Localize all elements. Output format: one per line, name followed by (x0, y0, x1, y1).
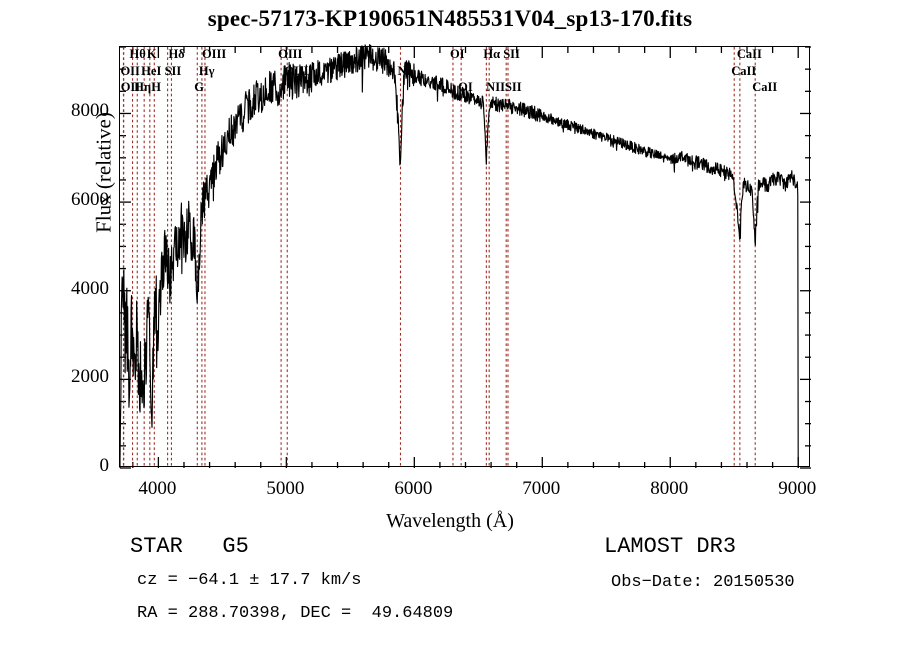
y-tick-label: 0 (99, 455, 110, 476)
x-tick-label: 4000 (138, 478, 177, 499)
spectral-line-label: G (194, 80, 205, 94)
spectral-line-label: Hγ (198, 64, 215, 78)
spectral-line-label: NII (486, 80, 505, 94)
spectral-line-label: OIII (284, 64, 309, 78)
spectral-line-label: Hθ (129, 47, 146, 61)
spectral-line-label: HeI (141, 64, 162, 78)
spectral-line-label: Hα (483, 47, 501, 61)
spectral-line-label: SII (503, 47, 520, 61)
spectral-line-label: SII (164, 64, 182, 78)
y-tick-label: 4000 (71, 277, 109, 299)
x-axis-label: Wavelength (Å) (386, 510, 514, 532)
y-axis-label: Flux (relative) (91, 112, 116, 233)
spectrum-canvas (119, 44, 811, 469)
spectral-line-label: OIII (201, 47, 227, 61)
spectral-line-label: CaII (752, 80, 778, 94)
coordinates-text: RA = 288.70398, DEC = 49.64809 (137, 604, 454, 623)
spectral-line-label: K (146, 47, 157, 61)
spectral-line-label: SII (504, 80, 522, 94)
spectral-line-label: Hδ (168, 47, 185, 61)
spectral-line-label: H (151, 80, 162, 94)
x-tick-label: 5000 (266, 478, 305, 499)
plot-frame (119, 44, 811, 469)
page-title: spec-57173-KP190651N485531V04_sp13-170.f… (207, 6, 693, 31)
spectral-line-label: OII (120, 80, 141, 94)
spectral-line-label: CaII (736, 47, 762, 61)
redshift-text: cz = −64.1 ± 17.7 km/s (137, 571, 362, 590)
spectral-line-label: Na (397, 64, 413, 78)
y-tick-label: 6000 (71, 189, 109, 211)
x-tick-label: 8000 (650, 478, 689, 499)
y-tick-label: 2000 (71, 366, 109, 388)
spectral-line-label: OIII (278, 47, 303, 61)
spectral-line-label: CaII (731, 64, 757, 78)
spectral-line-label: OI (449, 47, 465, 61)
spectral-line-label: OI (458, 80, 473, 94)
x-tick-label: 9000 (778, 478, 817, 499)
spectral-line-label: Hη (134, 80, 152, 94)
object-class-text: STAR G5 (130, 534, 249, 559)
x-tick-label: 7000 (522, 478, 561, 499)
obsdate-text: Obs−Date: 20150530 (611, 573, 795, 592)
survey-text: LAMOST DR3 (604, 534, 737, 559)
y-tick-label: 8000 (71, 100, 109, 122)
x-tick-label: 6000 (394, 478, 433, 499)
spectral-line-label: OII (120, 64, 140, 78)
